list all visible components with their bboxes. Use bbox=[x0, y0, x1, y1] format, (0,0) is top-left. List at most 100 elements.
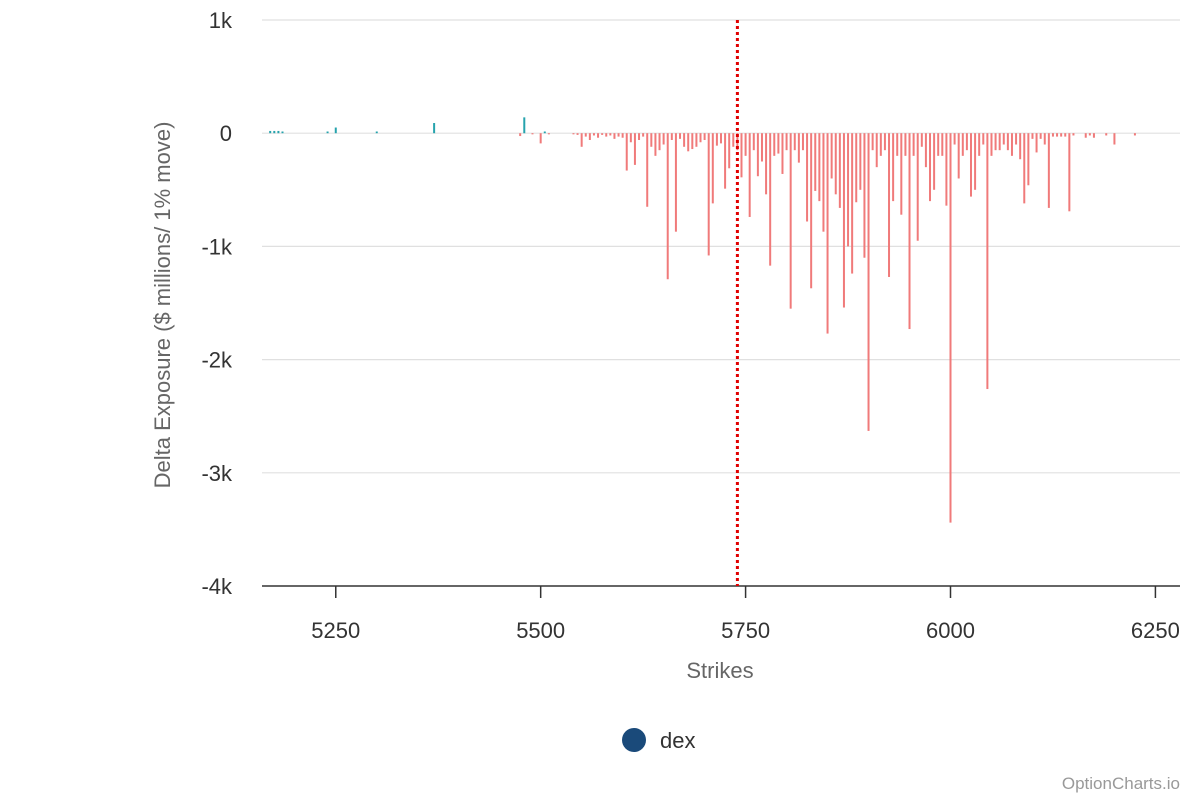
bar[interactable] bbox=[933, 133, 936, 190]
bar[interactable] bbox=[633, 133, 636, 165]
bar[interactable] bbox=[732, 133, 735, 147]
bar[interactable] bbox=[654, 133, 657, 156]
bar[interactable] bbox=[949, 133, 952, 523]
bar[interactable] bbox=[781, 133, 784, 174]
bar[interactable] bbox=[834, 133, 837, 195]
bar[interactable] bbox=[740, 133, 743, 178]
bar[interactable] bbox=[687, 133, 690, 152]
bar[interactable] bbox=[838, 133, 841, 208]
bar[interactable] bbox=[720, 133, 722, 144]
bar[interactable] bbox=[621, 133, 624, 138]
bar[interactable] bbox=[859, 133, 862, 190]
bar[interactable] bbox=[957, 133, 960, 179]
bar[interactable] bbox=[1015, 133, 1018, 145]
bar[interactable] bbox=[695, 133, 698, 147]
bar[interactable] bbox=[777, 133, 780, 154]
bar[interactable] bbox=[642, 133, 645, 137]
bar[interactable] bbox=[1072, 133, 1075, 136]
bar[interactable] bbox=[277, 130, 280, 134]
bar[interactable] bbox=[867, 133, 870, 431]
bar[interactable] bbox=[908, 133, 911, 330]
bar[interactable] bbox=[1047, 133, 1050, 208]
bar[interactable] bbox=[990, 133, 993, 156]
bar[interactable] bbox=[433, 123, 436, 134]
bar[interactable] bbox=[785, 133, 788, 151]
bar[interactable] bbox=[281, 131, 284, 134]
bar[interactable] bbox=[920, 133, 923, 147]
bar[interactable] bbox=[666, 133, 669, 280]
bar[interactable] bbox=[1084, 133, 1087, 138]
bar[interactable] bbox=[588, 133, 591, 140]
bar[interactable] bbox=[883, 133, 886, 151]
bar[interactable] bbox=[752, 133, 755, 151]
bar[interactable] bbox=[994, 133, 997, 151]
bar[interactable] bbox=[789, 133, 792, 309]
bar[interactable] bbox=[605, 133, 608, 137]
bar[interactable] bbox=[1002, 133, 1005, 145]
bar[interactable] bbox=[953, 133, 956, 145]
bar[interactable] bbox=[592, 133, 595, 136]
bar[interactable] bbox=[924, 133, 927, 168]
bar[interactable] bbox=[871, 133, 874, 151]
bar[interactable] bbox=[375, 131, 378, 134]
bar[interactable] bbox=[609, 133, 612, 136]
bar[interactable] bbox=[929, 133, 932, 202]
bar[interactable] bbox=[1088, 133, 1091, 136]
bar[interactable] bbox=[531, 133, 534, 135]
bar[interactable] bbox=[523, 117, 526, 134]
bar[interactable] bbox=[1060, 133, 1063, 137]
bar[interactable] bbox=[912, 133, 915, 156]
bar[interactable] bbox=[519, 133, 522, 137]
bar[interactable] bbox=[724, 133, 727, 189]
bar[interactable] bbox=[892, 133, 895, 202]
bar[interactable] bbox=[703, 133, 706, 140]
bar[interactable] bbox=[855, 133, 858, 203]
bar[interactable] bbox=[629, 133, 632, 143]
legend[interactable]: dex bbox=[622, 728, 695, 753]
bar[interactable] bbox=[1023, 133, 1026, 204]
bar[interactable] bbox=[580, 133, 583, 147]
bar[interactable] bbox=[674, 133, 677, 232]
bar[interactable] bbox=[1092, 133, 1095, 138]
bar[interactable] bbox=[1010, 133, 1013, 156]
bar[interactable] bbox=[715, 133, 718, 146]
bar[interactable] bbox=[875, 133, 878, 168]
bar[interactable] bbox=[1133, 133, 1136, 136]
bar[interactable] bbox=[1043, 133, 1046, 145]
bar[interactable] bbox=[773, 133, 776, 156]
bar[interactable] bbox=[662, 133, 665, 145]
bar[interactable] bbox=[601, 133, 604, 135]
bar[interactable] bbox=[822, 133, 825, 232]
bar[interactable] bbox=[830, 133, 833, 179]
bar[interactable] bbox=[756, 133, 759, 177]
bar[interactable] bbox=[793, 133, 796, 151]
bar[interactable] bbox=[728, 133, 731, 169]
bar[interactable] bbox=[711, 133, 714, 204]
bar[interactable] bbox=[765, 133, 768, 195]
bar[interactable] bbox=[863, 133, 866, 258]
bar[interactable] bbox=[683, 133, 686, 147]
bar[interactable] bbox=[691, 133, 694, 150]
bar[interactable] bbox=[769, 133, 772, 266]
bar[interactable] bbox=[851, 133, 854, 274]
bar[interactable] bbox=[916, 133, 919, 241]
bar[interactable] bbox=[961, 133, 964, 156]
bar[interactable] bbox=[1056, 133, 1059, 137]
credit-link[interactable]: OptionCharts.io bbox=[1061, 774, 1180, 793]
bar[interactable] bbox=[1064, 133, 1067, 137]
bar[interactable] bbox=[847, 133, 850, 247]
bar[interactable] bbox=[904, 133, 907, 156]
bar[interactable] bbox=[896, 133, 899, 156]
bar[interactable] bbox=[1035, 133, 1038, 153]
bar[interactable] bbox=[986, 133, 989, 390]
bar[interactable] bbox=[814, 133, 817, 191]
bar[interactable] bbox=[978, 133, 981, 156]
bar[interactable] bbox=[974, 133, 977, 190]
bar[interactable] bbox=[945, 133, 948, 206]
bar[interactable] bbox=[1068, 133, 1071, 212]
bar[interactable] bbox=[879, 133, 882, 156]
bar[interactable] bbox=[900, 133, 903, 215]
bar[interactable] bbox=[998, 133, 1001, 151]
bar[interactable] bbox=[1006, 133, 1009, 151]
bar[interactable] bbox=[810, 133, 813, 289]
